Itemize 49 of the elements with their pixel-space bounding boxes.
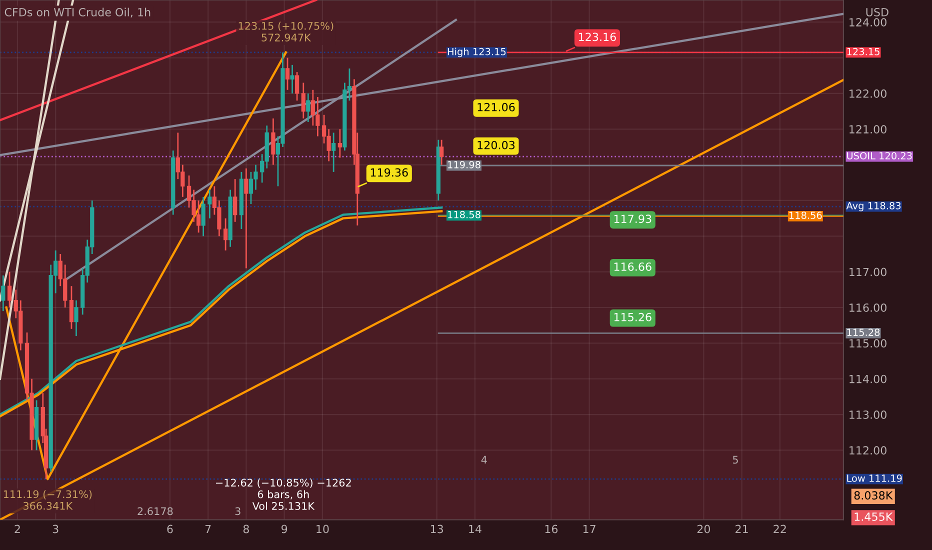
annotation: 2.6178 [138, 507, 173, 516]
ref-line-label: 115.28 [847, 328, 880, 336]
y-tick-label: 122.00 [850, 89, 886, 98]
ref-line-label: 123.15 [847, 48, 880, 56]
y-tick-label: 112.00 [850, 446, 886, 455]
x-tick-label: 7 [205, 524, 211, 534]
x-tick-label: 10 [316, 524, 329, 534]
ref-line-label: High 123.15 [448, 48, 506, 58]
ref-line-label: Avg 118.83 [846, 202, 901, 212]
y-tick-label: 114.00 [850, 374, 886, 384]
y-tick-label: 117.00 [850, 268, 886, 276]
y-tick-label: 121.00 [850, 125, 886, 134]
annotation: 4 [481, 456, 487, 464]
y-tick-label: 124.00 [850, 18, 886, 26]
annotation: 3 [235, 507, 240, 516]
x-tick-label: 13 [430, 524, 443, 534]
ref-line-label: 118.58 [448, 210, 480, 218]
annotation: 119.36 [370, 168, 408, 177]
x-tick-label: 22 [774, 524, 786, 534]
text: 8.038K [854, 491, 893, 500]
annotation: 121.06 [478, 102, 515, 112]
annotation: 120.03 [478, 140, 515, 150]
y-axis-title: USD [866, 8, 888, 16]
x-tick-label: 21 [736, 524, 748, 534]
ref-line-label: 118.56 [789, 212, 822, 219]
x-tick-label: 6 [167, 524, 173, 534]
annotation: 111.19 (−7.31%) 366.341K [4, 490, 92, 510]
annotation: 116.66 [614, 262, 652, 271]
y-tick-label: 115.00 [850, 339, 886, 348]
ref-line-label: Low 111.19 [847, 474, 902, 482]
y-tick-label: 113.00 [850, 410, 886, 419]
x-tick-label: 3 [52, 524, 58, 534]
annotation: 115.26 [614, 312, 652, 322]
text: 1.455K [854, 512, 893, 521]
x-tick-label: 17 [583, 524, 596, 534]
annotation: 117.93 [614, 214, 652, 224]
annotation: 123.16 [579, 32, 616, 42]
x-tick-label: 9 [281, 524, 288, 534]
annotation: 123.15 (+10.75%) 572.947K [238, 22, 334, 42]
x-tick-label: 16 [545, 524, 558, 534]
ref-line-label: USOIL 120.23 [847, 152, 912, 160]
x-tick-label: 14 [469, 524, 482, 534]
x-tick-label: 8 [243, 524, 249, 534]
annotation: 5 [732, 456, 738, 464]
text: CFDs on WTI Crude Oil, 1h [4, 8, 150, 18]
x-tick-label: 20 [697, 524, 710, 534]
ref-line-label: 119.98 [448, 160, 480, 168]
x-tick-label: 2 [14, 524, 20, 534]
y-tick-label: 116.00 [850, 303, 886, 312]
